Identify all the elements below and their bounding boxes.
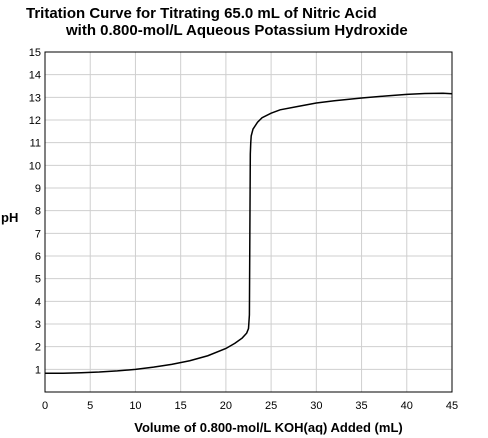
grid-lines: [44, 51, 453, 392]
chart-title-line-1: Tritation Curve for Titrating 65.0 mL of…: [26, 5, 377, 22]
chart-title-line-2: with 0.800-mol/L Aqueous Potassium Hydro…: [66, 22, 408, 39]
x-tick-label-25: 25: [265, 400, 277, 412]
x-tick-label-35: 35: [355, 400, 367, 412]
titration-curve-line: [45, 92, 453, 374]
y-tick-label-6: 6: [35, 251, 41, 263]
y-tick-label-9: 9: [35, 183, 41, 195]
y-tick-label-12: 12: [29, 115, 41, 127]
y-tick-label-11: 11: [30, 138, 41, 150]
y-tick-label-5: 5: [35, 274, 41, 286]
y-tick-label-1: 1: [35, 364, 41, 376]
y-tick-label-4: 4: [35, 296, 41, 308]
y-tick-label-15: 15: [29, 47, 41, 59]
y-tick-label-8: 8: [35, 206, 41, 218]
x-tick-label-40: 40: [401, 400, 413, 412]
x-tick-label-15: 15: [175, 400, 187, 412]
y-tick-label-7: 7: [35, 228, 41, 240]
x-tick-label-30: 30: [310, 400, 322, 412]
plot-frame: [44, 51, 453, 393]
x-tick-label-20: 20: [220, 400, 232, 412]
y-tick-label-13: 13: [29, 92, 41, 104]
x-tick-label-10: 10: [129, 400, 141, 412]
y-axis-label: pH: [1, 210, 18, 225]
y-tick-label-3: 3: [35, 319, 41, 331]
x-axis-label: Volume of 0.800-mol/L KOH(aq) Added (mL): [134, 420, 402, 435]
chart-title: Tritation Curve for Titrating 65.0 mL of…: [0, 0, 488, 44]
y-tick-label-2: 2: [35, 342, 41, 354]
x-axis-ticks: 0 5 10 15 20 25 30 35 40 45: [42, 400, 458, 412]
y-tick-label-14: 14: [29, 70, 41, 82]
y-tick-label-10: 10: [29, 160, 41, 172]
x-tick-label-0: 0: [42, 400, 48, 412]
x-tick-label-45: 45: [446, 400, 458, 412]
x-tick-label-5: 5: [87, 400, 93, 412]
